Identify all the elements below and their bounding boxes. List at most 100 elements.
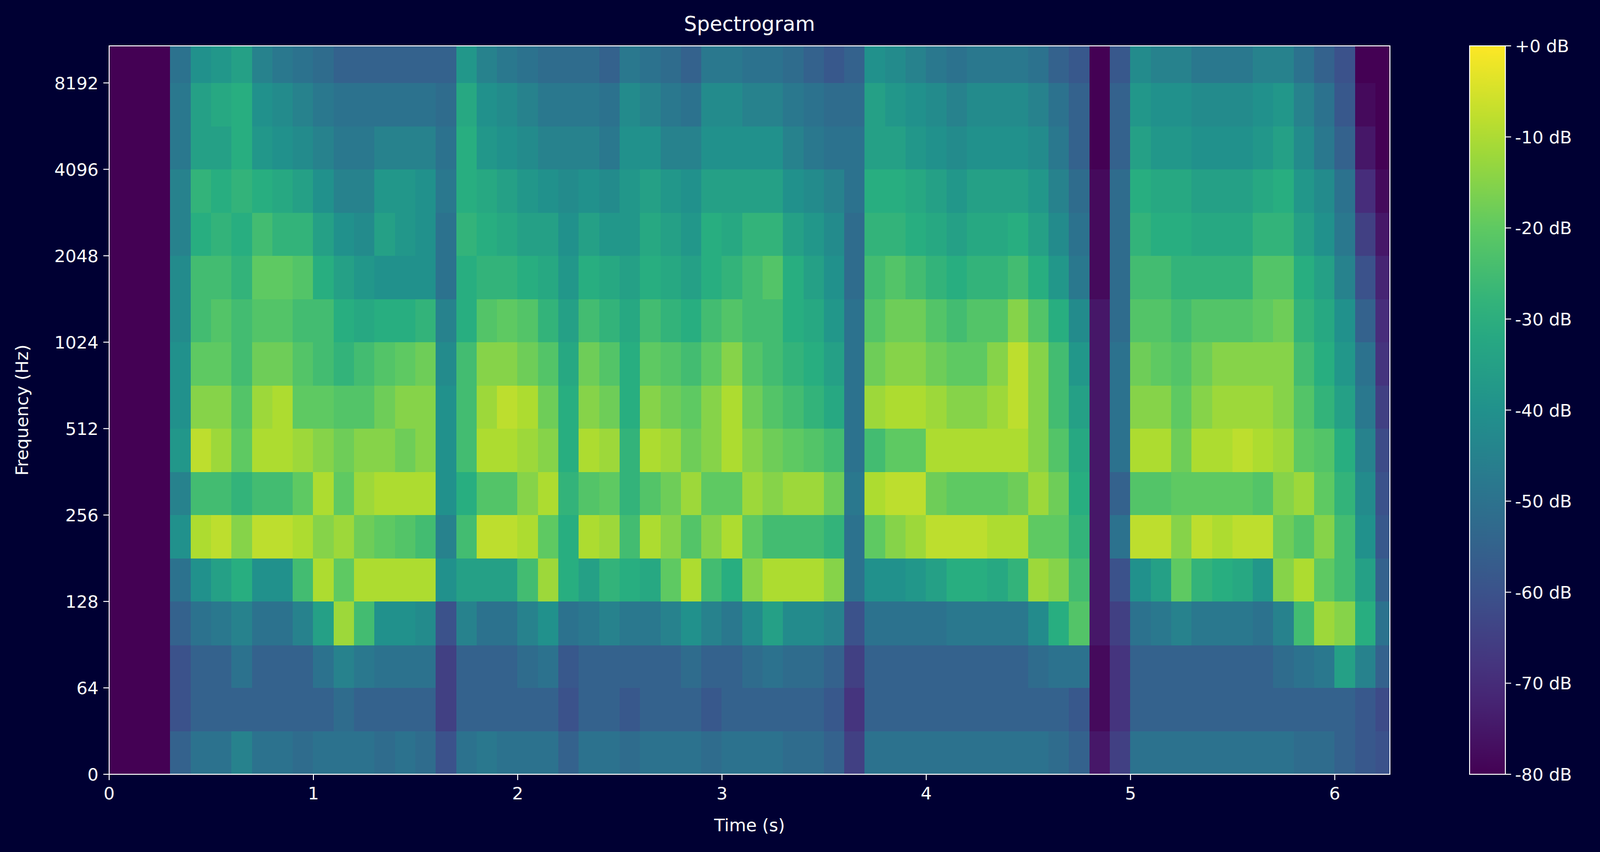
x-tick (1334, 774, 1336, 781)
cell (782, 558, 805, 602)
x-tick-label: 6 (1329, 783, 1341, 804)
cell (1314, 298, 1335, 343)
cell (1028, 601, 1049, 646)
cell (599, 255, 621, 300)
cell (169, 731, 192, 775)
cell (966, 731, 988, 775)
cell (1089, 255, 1111, 300)
cell (1375, 169, 1390, 213)
cell (415, 687, 437, 732)
colorbar-tick (1505, 136, 1512, 138)
cell (211, 731, 232, 775)
cell (1334, 731, 1356, 775)
cell (905, 169, 927, 213)
cell (1130, 471, 1152, 516)
cell (190, 687, 212, 732)
cell (1028, 212, 1049, 256)
cell (1048, 687, 1070, 732)
cell (415, 514, 437, 559)
cell (782, 212, 805, 256)
cell (1252, 385, 1274, 429)
cell (619, 385, 641, 429)
cell (272, 298, 294, 343)
cell (149, 212, 171, 256)
cell (1334, 169, 1356, 213)
cell (333, 687, 355, 732)
cell (374, 514, 396, 559)
cell (435, 212, 457, 256)
cell (946, 471, 968, 516)
cell (680, 687, 702, 732)
cell (1109, 471, 1131, 516)
cell (374, 212, 396, 256)
cell (1028, 731, 1049, 775)
cell (395, 126, 416, 170)
cell (1191, 558, 1213, 602)
cell (1293, 601, 1315, 646)
cell (1334, 601, 1356, 646)
cell (1212, 385, 1233, 429)
cell (190, 471, 212, 516)
cell (211, 645, 232, 689)
cell (272, 601, 294, 646)
cell (292, 126, 314, 170)
cell (905, 687, 927, 732)
cell (599, 45, 621, 84)
cell (844, 601, 865, 646)
cell (1191, 471, 1213, 516)
cell (109, 341, 130, 386)
cell (1109, 731, 1131, 775)
cell (844, 385, 865, 429)
cell (435, 731, 457, 775)
cell (415, 385, 437, 429)
cell (496, 255, 518, 300)
cell (415, 45, 437, 84)
cell (966, 341, 988, 386)
cell (169, 212, 192, 256)
cell (782, 169, 805, 213)
cell (1089, 45, 1111, 84)
cell (538, 169, 559, 213)
cell (619, 298, 641, 343)
cell (823, 731, 845, 775)
cell (353, 385, 375, 429)
cell (476, 558, 498, 602)
cell (395, 645, 416, 689)
cell (1252, 428, 1274, 473)
cell (1130, 255, 1152, 300)
cell (272, 471, 294, 516)
cell (252, 126, 273, 170)
cell (946, 385, 968, 429)
cell (353, 341, 375, 386)
cell (211, 126, 232, 170)
cell (782, 428, 805, 473)
cell (292, 514, 314, 559)
cell (395, 255, 416, 300)
background (0, 0, 1600, 852)
cell (1150, 731, 1172, 775)
cell (823, 169, 845, 213)
cell (578, 341, 600, 386)
cell (1068, 558, 1091, 602)
cell (129, 126, 151, 170)
cell (1375, 82, 1390, 127)
cell (803, 385, 825, 429)
cell (1191, 601, 1213, 646)
cell (639, 645, 662, 689)
cell (1171, 601, 1192, 646)
cell (517, 601, 539, 646)
cell (1028, 645, 1049, 689)
cell (476, 341, 498, 386)
cell (1212, 687, 1233, 732)
cell (231, 169, 253, 213)
cell (762, 687, 784, 732)
cell (660, 255, 682, 300)
cell (885, 428, 907, 473)
cell (1007, 126, 1029, 170)
cell (109, 45, 130, 84)
cell (864, 212, 886, 256)
cell (456, 687, 478, 732)
cell (169, 298, 192, 343)
cell (803, 45, 825, 84)
cells (109, 45, 1390, 775)
